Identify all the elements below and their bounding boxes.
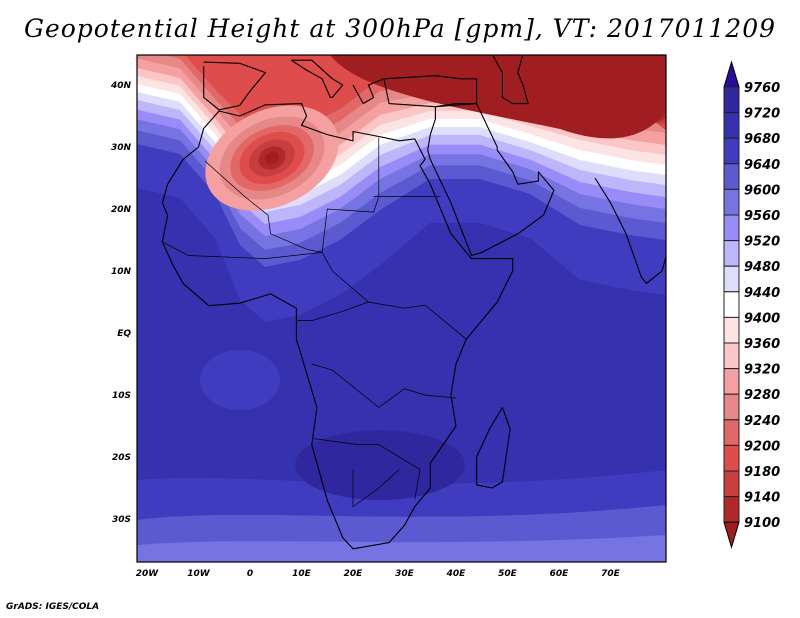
lon-tick-label: 10W (187, 569, 211, 579)
colorbar-min-arrow (723, 521, 740, 549)
lat-tick-label: 20S (112, 453, 131, 463)
lon-tick-label: 10E (292, 569, 312, 579)
lon-tick-label: 20W (136, 569, 160, 579)
colorbar-swatch (723, 163, 740, 190)
colorbar-swatch (723, 188, 740, 216)
colorbar-label: 9720 (744, 107, 780, 122)
coastline-italy (290, 59, 344, 98)
colorbar-label: 9320 (744, 363, 780, 378)
lat-tick-label: EQ (117, 329, 131, 339)
colorbar-swatch (723, 291, 740, 318)
colorbar-label: 9280 (744, 388, 780, 403)
lat-tick-label: 10S (112, 391, 131, 401)
colorbar-swatch (723, 112, 740, 139)
colorbar-label: 9400 (744, 311, 780, 326)
colorbar-label: 9440 (744, 286, 780, 301)
coastline-iberia (203, 61, 266, 111)
coastline-caspian (492, 55, 529, 105)
coastline-madagascar (476, 407, 511, 489)
grads-credit: GrADS: IGES/COLA (6, 602, 100, 612)
colorbar-label: 9680 (744, 132, 780, 147)
coastline-turkey (383, 75, 478, 108)
colorbar: 9760 9720 9680 9640 9600 9560 9520 9480 9440 9400… (723, 60, 780, 549)
coastline-arabia (427, 103, 555, 257)
lon-tick-label: 60E (550, 569, 570, 579)
colorbar-max-arrow (723, 60, 740, 88)
country-border (162, 241, 323, 259)
country-border (311, 363, 457, 408)
map-frame (136, 54, 667, 563)
colorbar-swatch (723, 265, 740, 293)
colorbar-label: 9140 (744, 491, 780, 506)
country-border (321, 252, 467, 340)
lat-tick-label: 30S (112, 515, 131, 525)
latitude-axis: 40N 30N 20N 10N EQ 10S 20S 30S (110, 81, 132, 525)
colorbar-swatch (723, 214, 740, 242)
colorbar-swatch (723, 240, 740, 267)
lon-tick-label: 20E (344, 569, 364, 579)
coastlines (161, 55, 666, 550)
lon-tick-label: 50E (498, 569, 518, 579)
colorbar-swatch (723, 419, 740, 446)
coastline-india (594, 177, 666, 284)
colorbar-label: 9180 (744, 465, 780, 480)
field-band (137, 535, 666, 562)
colorbar-label: 9600 (744, 183, 780, 198)
colorbar-swatch (723, 470, 740, 498)
lon-tick-label: 0 (247, 569, 253, 579)
coastline-africa (161, 103, 514, 550)
colorbar-label: 9520 (744, 235, 780, 250)
colorbar-label: 9240 (744, 414, 780, 429)
lat-tick-label: 20N (111, 205, 132, 215)
colorbar-label: 9480 (744, 260, 780, 275)
lat-tick-label: 10N (111, 267, 132, 277)
lon-tick-label: 40E (446, 569, 467, 579)
colorbar-label: 9640 (744, 158, 780, 173)
country-border (352, 469, 400, 508)
field-band (200, 350, 280, 410)
colorbar-label: 9760 (744, 81, 780, 96)
country-border (311, 438, 421, 500)
colorbar-label: 9360 (744, 337, 780, 352)
colorbar-swatch (723, 137, 740, 165)
colorbar-label: 9200 (744, 439, 780, 454)
colorbar-swatch (723, 368, 740, 395)
colorbar-swatch (723, 496, 740, 523)
lat-tick-label: 40N (110, 81, 132, 91)
lat-tick-label: 30N (111, 143, 132, 153)
high-gradient-band (330, 55, 666, 139)
colorbar-swatch (723, 444, 740, 472)
colorbar-swatch (723, 86, 740, 114)
country-border (296, 301, 369, 321)
colorbar-swatch (723, 393, 740, 421)
longitude-axis: 20W 10W 0 10E 20E 30E 40E 50E 60E 70E (136, 569, 621, 579)
colorbar-label: 9100 (744, 516, 780, 531)
map-title: Geopotential Height at 300hPa [gpm], VT:… (23, 14, 777, 43)
colorbar-swatch (723, 342, 740, 370)
coastline-greece (352, 78, 385, 105)
height-field (137, 55, 666, 562)
country-border (204, 137, 380, 253)
low-contour (265, 151, 279, 165)
field-band (295, 430, 465, 500)
colorbar-label: 9560 (744, 209, 780, 224)
colorbar-swatch (723, 316, 740, 344)
lon-tick-label: 30E (395, 569, 415, 579)
lon-tick-label: 70E (601, 569, 621, 579)
